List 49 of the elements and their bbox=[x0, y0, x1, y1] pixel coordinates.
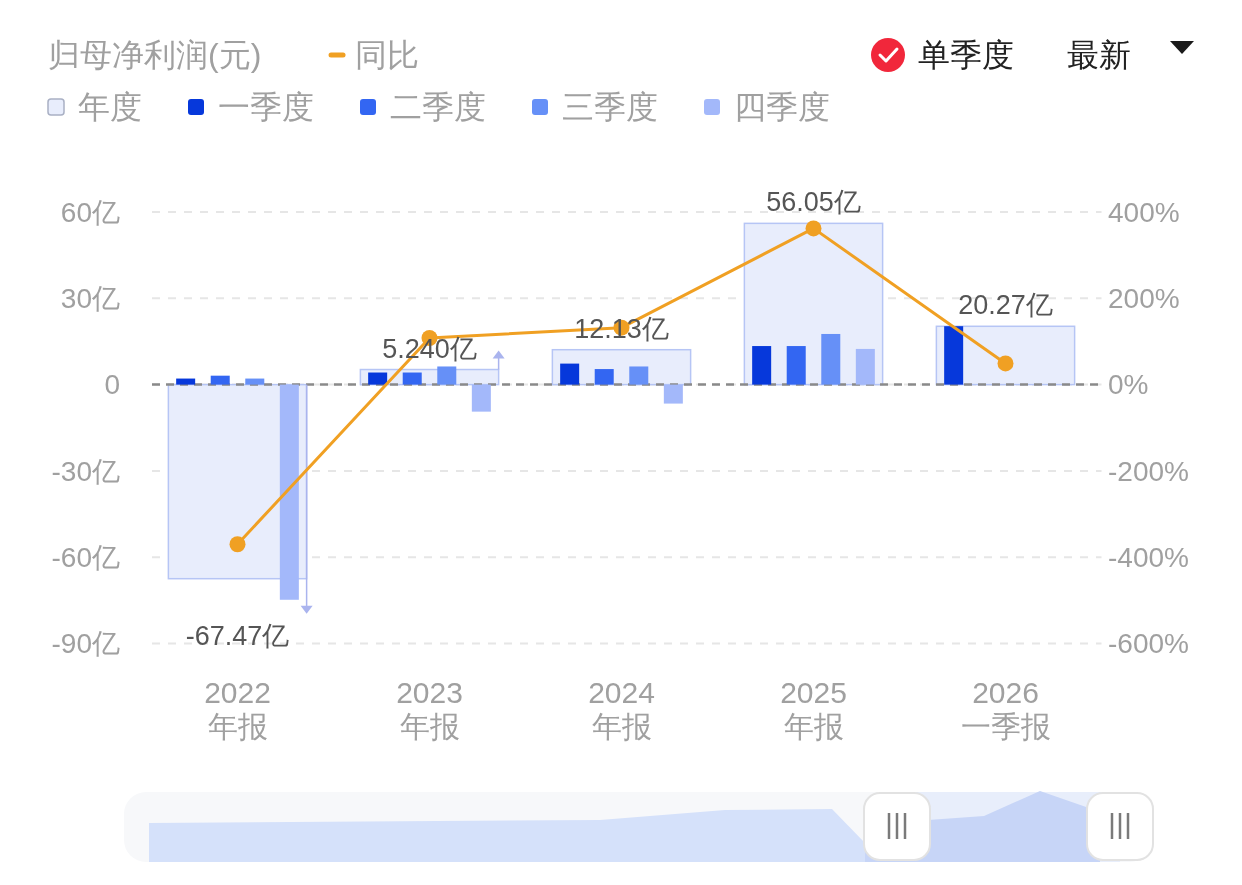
y2-tick-label: 200% bbox=[1108, 283, 1180, 315]
bar bbox=[786, 346, 806, 385]
data-label: 56.05亿 bbox=[766, 187, 861, 218]
text: 单季度 bbox=[918, 37, 1014, 73]
y-tick-label: 60亿 bbox=[60, 196, 120, 228]
bar bbox=[855, 348, 875, 385]
bar bbox=[402, 372, 422, 385]
y-tick-label: 0 bbox=[104, 369, 120, 401]
point bbox=[805, 220, 822, 237]
y-tick-label: 30亿 bbox=[60, 283, 120, 315]
legend-label: 三季度 bbox=[562, 89, 658, 125]
bar bbox=[594, 369, 614, 385]
x-tick-label: 2025 年报 bbox=[780, 676, 847, 743]
x-tick-label: 2026 一季报 bbox=[960, 676, 1051, 743]
text: 最新 bbox=[1067, 37, 1131, 73]
bar bbox=[752, 346, 772, 385]
bar bbox=[663, 384, 683, 404]
legend-label: 一季度 bbox=[218, 89, 314, 125]
bar bbox=[368, 372, 388, 385]
y-tick-label: -60亿 bbox=[51, 542, 120, 573]
y2-tick-label: 0% bbox=[1108, 369, 1149, 401]
legend-label: 四季度 bbox=[734, 89, 830, 125]
legend-label: 同比 bbox=[355, 37, 420, 73]
bar bbox=[471, 384, 491, 412]
data-label: 20.27亿 bbox=[958, 290, 1053, 321]
bar bbox=[279, 384, 299, 600]
bar bbox=[210, 375, 230, 385]
x-tick-label: 2024 年报 bbox=[588, 676, 655, 743]
y-tick-label: -30亿 bbox=[51, 455, 120, 487]
point bbox=[229, 536, 246, 553]
chart-title: 归母净利润(元) bbox=[48, 37, 262, 73]
bar bbox=[560, 363, 580, 385]
bar bbox=[629, 366, 649, 385]
x-tick-label: 2023 年报 bbox=[396, 676, 463, 743]
y2-tick-label: -600% bbox=[1108, 628, 1189, 660]
y-tick-label: -90亿 bbox=[51, 628, 120, 660]
bar bbox=[245, 378, 265, 385]
legend-label: 二季度 bbox=[390, 89, 486, 125]
bar bbox=[944, 326, 964, 385]
y2-tick-label: -200% bbox=[1108, 455, 1189, 487]
bar bbox=[176, 378, 196, 385]
point bbox=[997, 355, 1014, 372]
legend-label: 年度 bbox=[78, 89, 142, 125]
bar bbox=[821, 333, 841, 385]
bar bbox=[437, 366, 457, 385]
x-tick-label: 2022 年报 bbox=[204, 676, 271, 743]
data-label: -67.47亿 bbox=[185, 620, 290, 651]
y2-tick-label: -400% bbox=[1108, 542, 1189, 573]
y2-tick-label: 400% bbox=[1108, 196, 1180, 228]
